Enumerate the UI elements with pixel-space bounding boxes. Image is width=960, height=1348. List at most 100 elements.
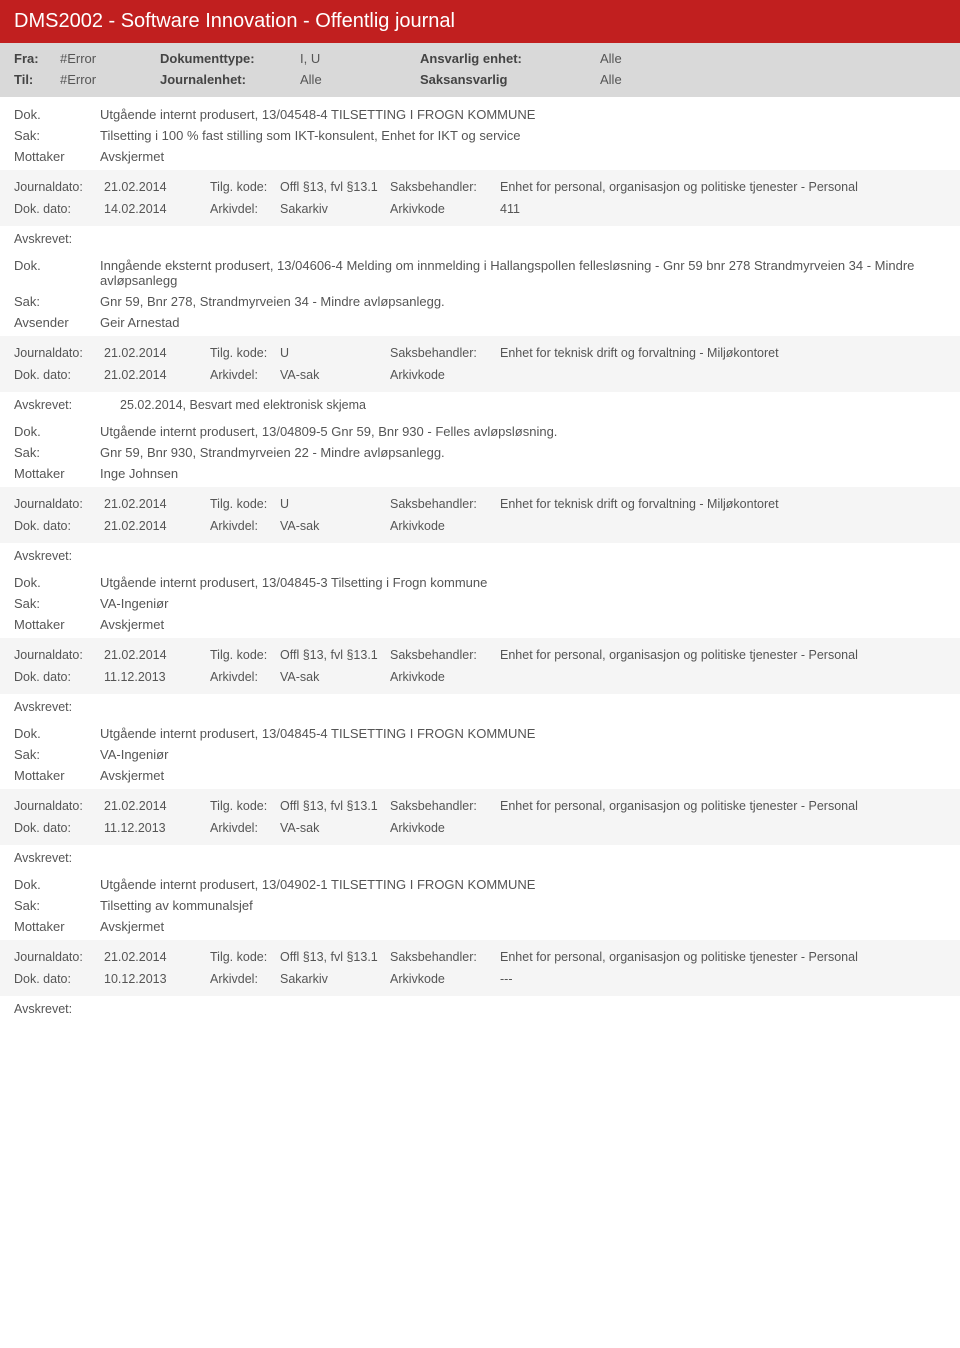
journalenhet-value: Alle xyxy=(300,72,420,87)
arkivdel-label: Arkivdel: xyxy=(210,519,280,533)
avskrevet-label: Avskrevet: xyxy=(14,700,104,714)
avskrevet-label: Avskrevet: xyxy=(14,549,104,563)
sak-label: Sak: xyxy=(14,747,100,762)
journaldato-value: 21.02.2014 xyxy=(104,497,210,511)
saksbehandler-value: Enhet for personal, organisasjon og poli… xyxy=(500,648,946,662)
saksbehandler-label: Saksbehandler: xyxy=(390,648,500,662)
journaldato-label: Journaldato: xyxy=(14,950,104,964)
party-name: Avskjermet xyxy=(100,768,946,783)
arkivdel-label: Arkivdel: xyxy=(210,368,280,382)
saksbehandler-label: Saksbehandler: xyxy=(390,346,500,360)
dokdato-label: Dok. dato: xyxy=(14,519,104,533)
sak-title: Tilsetting av kommunalsjef xyxy=(100,898,946,913)
arkivkode-label: Arkivkode xyxy=(390,972,500,986)
avskrevet-value xyxy=(104,232,946,246)
dok-title: Utgående internt produsert, 13/04548-4 T… xyxy=(100,107,946,122)
arkivdel-value: Sakarkiv xyxy=(280,202,390,216)
avskrevet-label: Avskrevet: xyxy=(14,232,104,246)
dok-title: Inngående eksternt produsert, 13/04606-4… xyxy=(100,258,946,288)
saksansvarlig-label: Saksansvarlig xyxy=(420,72,600,87)
journaldato-value: 21.02.2014 xyxy=(104,180,210,194)
arkivkode-label: Arkivkode xyxy=(390,519,500,533)
journaldato-label: Journaldato: xyxy=(14,497,104,511)
saksbehandler-value: Enhet for personal, organisasjon og poli… xyxy=(500,799,946,813)
dokdato-value: 11.12.2013 xyxy=(104,821,210,835)
dokdato-label: Dok. dato: xyxy=(14,670,104,684)
saksbehandler-label: Saksbehandler: xyxy=(390,497,500,511)
sak-label: Sak: xyxy=(14,294,100,309)
dokdato-label: Dok. dato: xyxy=(14,368,104,382)
journal-record: Dok.Utgående internt produsert, 13/04845… xyxy=(0,716,960,867)
journaldato-label: Journaldato: xyxy=(14,799,104,813)
tilgkode-label: Tilg. kode: xyxy=(210,648,280,662)
sak-title: Gnr 59, Bnr 278, Strandmyrveien 34 - Min… xyxy=(100,294,946,309)
saksbehandler-value: Enhet for teknisk drift og forvaltning -… xyxy=(500,346,946,360)
arkivkode-label: Arkivkode xyxy=(390,368,500,382)
dokdato-label: Dok. dato: xyxy=(14,202,104,216)
fra-value: #Error xyxy=(60,51,160,66)
saksbehandler-value: Enhet for personal, organisasjon og poli… xyxy=(500,180,946,194)
party-label: Mottaker xyxy=(14,919,100,934)
arkivdel-label: Arkivdel: xyxy=(210,670,280,684)
party-name: Avskjermet xyxy=(100,617,946,632)
party-name: Inge Johnsen xyxy=(100,466,946,481)
party-name: Avskjermet xyxy=(100,919,946,934)
avskrevet-value xyxy=(104,1002,946,1016)
filter-panel: Fra: #Error Dokumenttype: I, U Ansvarlig… xyxy=(0,43,960,97)
dok-label: Dok. xyxy=(14,424,100,439)
journaldato-value: 21.02.2014 xyxy=(104,799,210,813)
tilgkode-value: U xyxy=(280,497,390,511)
tilgkode-value: Offl §13, fvl §13.1 xyxy=(280,180,390,194)
dokdato-label: Dok. dato: xyxy=(14,972,104,986)
page-title: DMS2002 - Software Innovation - Offentli… xyxy=(0,0,960,43)
tilgkode-value: Offl §13, fvl §13.1 xyxy=(280,950,390,964)
arkivkode-value: 411 xyxy=(500,202,946,216)
arkivdel-value: VA-sak xyxy=(280,821,390,835)
journaldato-label: Journaldato: xyxy=(14,180,104,194)
sak-label: Sak: xyxy=(14,596,100,611)
sak-label: Sak: xyxy=(14,445,100,460)
party-label: Mottaker xyxy=(14,149,100,164)
journaldato-label: Journaldato: xyxy=(14,648,104,662)
arkivdel-value: VA-sak xyxy=(280,519,390,533)
tilgkode-value: U xyxy=(280,346,390,360)
records-list: Dok. Utgående internt produsert, 13/04548… xyxy=(0,97,960,1018)
sak-title: VA-Ingeniør xyxy=(100,747,946,762)
dok-title: Utgående internt produsert, 13/04845-3 T… xyxy=(100,575,946,590)
tilgkode-label: Tilg. kode: xyxy=(210,180,280,194)
party-label: Mottaker xyxy=(14,768,100,783)
dok-label: Dok. xyxy=(14,877,100,892)
arkivkode-label: Arkivkode xyxy=(390,821,500,835)
avskrevet-value xyxy=(104,549,946,563)
dokdato-value: 14.02.2014 xyxy=(104,202,210,216)
dok-title: Utgående internt produsert, 13/04845-4 T… xyxy=(100,726,946,741)
arkivdel-value: Sakarkiv xyxy=(280,972,390,986)
sak-label: Sak: xyxy=(14,898,100,913)
saksbehandler-value: Enhet for personal, organisasjon og poli… xyxy=(500,950,946,964)
doktype-label: Dokumenttype: xyxy=(160,51,300,66)
sak-title: VA-Ingeniør xyxy=(100,596,946,611)
dok-label: Dok. xyxy=(14,726,100,741)
avskrevet-value xyxy=(104,700,946,714)
saksbehandler-label: Saksbehandler: xyxy=(390,799,500,813)
sak-title: Tilsetting i 100 % fast stilling som IKT… xyxy=(100,128,946,143)
dok-title: Utgående internt produsert, 13/04902-1 T… xyxy=(100,877,946,892)
sak-title: Gnr 59, Bnr 930, Strandmyrveien 22 - Min… xyxy=(100,445,946,460)
doktype-value: I, U xyxy=(300,51,420,66)
journaldato-value: 21.02.2014 xyxy=(104,950,210,964)
tilgkode-label: Tilg. kode: xyxy=(210,799,280,813)
journal-record: Dok.Utgående internt produsert, 13/04809… xyxy=(0,414,960,565)
journal-record: Dok.Inngående eksternt produsert, 13/046… xyxy=(0,248,960,414)
tilgkode-label: Tilg. kode: xyxy=(210,950,280,964)
journaldato-label: Journaldato: xyxy=(14,346,104,360)
party-name: Geir Arnestad xyxy=(100,315,946,330)
journaldato-value: 21.02.2014 xyxy=(104,648,210,662)
arkivdel-label: Arkivdel: xyxy=(210,202,280,216)
arkivkode-value: --- xyxy=(500,972,946,986)
dokdato-value: 11.12.2013 xyxy=(104,670,210,684)
dok-label: Dok. xyxy=(14,258,100,288)
arkivkode-label: Arkivkode xyxy=(390,202,500,216)
dok-label: Dok. xyxy=(14,575,100,590)
tilgkode-value: Offl §13, fvl §13.1 xyxy=(280,799,390,813)
saksansvarlig-value: Alle xyxy=(600,72,700,87)
